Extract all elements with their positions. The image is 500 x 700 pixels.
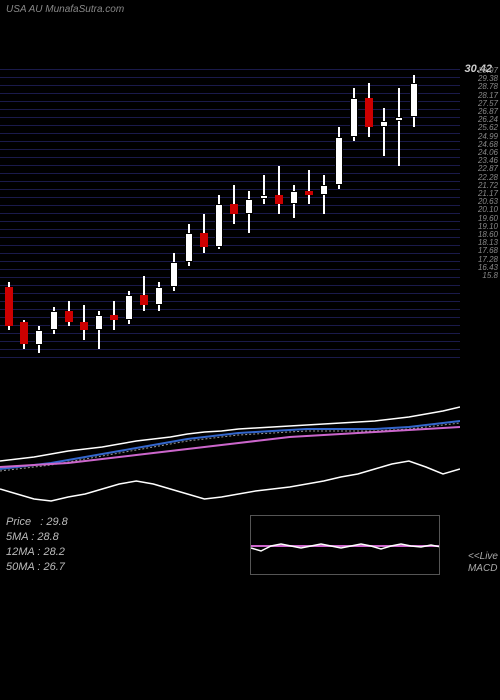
ma50-label: 50MA	[6, 561, 34, 573]
candle	[155, 282, 163, 311]
candle	[215, 195, 223, 249]
indicator-panel: Price : 29.8 5MA : 28.8 12MA : 28.2 50MA…	[0, 389, 500, 589]
candle	[350, 88, 358, 140]
candle	[65, 301, 73, 326]
candle	[125, 291, 133, 324]
price-value: 29.8	[46, 516, 67, 528]
ma12-value: 28.2	[44, 546, 65, 558]
candle	[245, 191, 253, 234]
candle	[5, 282, 13, 330]
candle	[170, 253, 178, 292]
candle	[110, 301, 118, 330]
candle	[95, 311, 103, 350]
candle	[290, 185, 298, 218]
candle	[35, 326, 43, 353]
macd-mini-chart	[250, 515, 440, 575]
candle	[320, 175, 328, 214]
ticker-title: USA AU MunafaSutra.com	[6, 4, 124, 15]
y-axis-labels: 29.9729.3828.7828.1727.5726.8726.2425.62…	[478, 67, 498, 280]
candle	[410, 75, 418, 127]
chart-header: USA AU MunafaSutra.com	[0, 0, 500, 19]
candle	[50, 307, 58, 334]
candle	[185, 224, 193, 267]
candle	[380, 108, 388, 156]
candle	[140, 276, 148, 311]
candle	[20, 320, 28, 349]
ma5-label: 5MA	[6, 531, 28, 543]
macd-label: <<Live MACD	[468, 551, 498, 575]
candle	[365, 83, 373, 137]
price-info-box: Price : 29.8 5MA : 28.8 12MA : 28.2 50MA…	[6, 515, 68, 575]
candle	[230, 185, 238, 224]
candle	[305, 170, 313, 205]
candle	[395, 88, 403, 165]
candlestick-chart: 30.42 29.9729.3828.7828.1727.5726.8726.2…	[0, 19, 500, 389]
candle	[80, 305, 88, 340]
candle	[260, 175, 268, 204]
candle	[200, 214, 208, 253]
ma5-value: 28.8	[37, 531, 58, 543]
ma12-label: 12MA	[6, 546, 34, 558]
price-label: Price	[6, 516, 31, 528]
ma50-value: 26.7	[44, 561, 65, 573]
candle	[275, 166, 283, 214]
candle	[335, 127, 343, 189]
